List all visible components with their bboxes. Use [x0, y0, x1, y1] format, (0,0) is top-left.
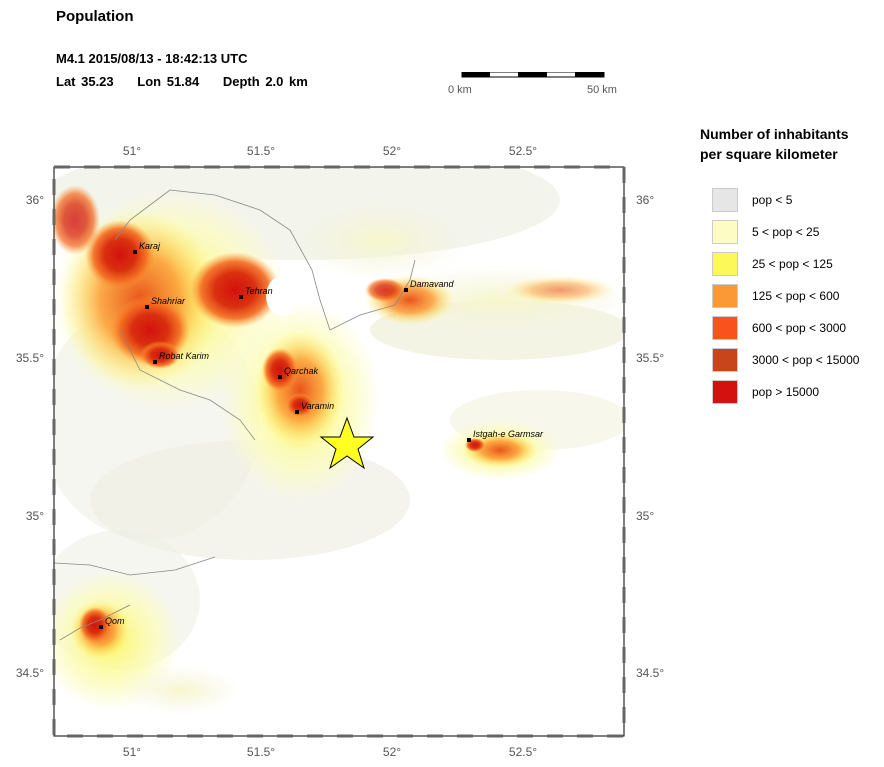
axis-ticks: 51° 51.5° 52° 52.5° 51° 51.5° 52° 52.5° 36° 35.5°…: [16, 144, 665, 759]
right-tick-label: 34.5°: [636, 666, 664, 680]
city-dot: [153, 360, 157, 364]
city-label: Tehran: [245, 286, 273, 296]
legend-swatch: [712, 188, 738, 212]
lat-value: Lat 35.23: [56, 74, 114, 89]
top-tick-label: 51.5°: [247, 144, 275, 158]
city-label: Varamin: [301, 401, 334, 411]
page-title: Population: [56, 8, 134, 25]
left-tick-label: 35.5°: [16, 351, 44, 365]
legend-label: 125 < pop < 600: [752, 289, 840, 303]
city-dot: [404, 288, 408, 292]
left-tick-label: 36°: [26, 193, 44, 207]
legend-swatch: [712, 348, 738, 372]
left-tick-label: 34.5°: [16, 666, 44, 680]
legend-label: pop > 15000: [752, 385, 820, 399]
right-tick-label: 35°: [636, 509, 654, 523]
legend-label: pop < 5: [752, 193, 793, 207]
legend-swatch: [712, 252, 738, 276]
legend-label: 3000 < pop < 15000: [752, 353, 860, 367]
city-dot: [295, 410, 299, 414]
right-tick-label: 35.5°: [636, 351, 664, 365]
legend-swatch: [712, 380, 738, 404]
city-dot: [133, 250, 137, 254]
epicenter-star-icon: [319, 416, 375, 470]
bottom-tick-label: 51.5°: [247, 745, 275, 759]
city-dot: [278, 375, 282, 379]
legend-swatch: [712, 220, 738, 244]
city-dot: [239, 295, 243, 299]
city-label: Damavand: [410, 279, 455, 289]
city-label: Qarchak: [284, 366, 319, 376]
top-tick-label: 52°: [383, 144, 401, 158]
legend-label: 25 < pop < 125: [752, 257, 833, 271]
legend-title-line2: per square kilometer: [700, 146, 838, 162]
legend-swatch: [712, 284, 738, 308]
scale-label-start: 0 km: [448, 84, 472, 96]
left-tick-label: 35°: [26, 509, 44, 523]
legend-label: 600 < pop < 3000: [752, 321, 847, 335]
right-tick-label: 36°: [636, 193, 654, 207]
bottom-tick-label: 51°: [123, 745, 141, 759]
depth-value: Depth 2.0 km: [222, 74, 308, 89]
legend-title: Number of inhabitants per square kilomet…: [700, 124, 870, 164]
scale-bar: [461, 72, 605, 78]
bottom-tick-label: 52.5°: [509, 745, 537, 759]
legend-title-line1: Number of inhabitants: [700, 126, 849, 142]
city-label: Qom: [105, 616, 125, 626]
city-dot: [145, 305, 149, 309]
event-info: M4.1 2015/08/13 - 18:42:13 UTC: [56, 51, 248, 66]
location-info: Lat 35.23 Lon 51.84 Depth 2.0 km: [56, 74, 326, 89]
city-label: Istgah-e Garmsar: [473, 429, 544, 439]
city-label: Robat Karim: [159, 351, 210, 361]
city-label: Karaj: [139, 241, 161, 251]
legend-label: 5 < pop < 25: [752, 225, 820, 239]
city-label: Shahriar: [151, 296, 186, 306]
lon-value: Lon 51.84: [137, 74, 200, 89]
top-tick-label: 52.5°: [509, 144, 537, 158]
bottom-tick-label: 52°: [383, 745, 401, 759]
legend-swatch: [712, 316, 738, 340]
scale-label-end: 50 km: [587, 84, 617, 96]
city-dot: [99, 625, 103, 629]
city-markers: Karaj Tehran Shahriar Robat Karim Damavand Qa…: [99, 241, 544, 629]
city-dot: [467, 438, 471, 442]
top-tick-label: 51°: [123, 144, 141, 158]
population-density-layer: [54, 167, 624, 736]
